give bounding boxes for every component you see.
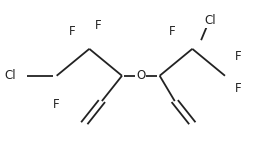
Text: F: F: [235, 82, 242, 95]
Text: O: O: [136, 69, 146, 82]
Text: F: F: [95, 19, 101, 32]
Text: F: F: [68, 25, 75, 38]
Text: F: F: [53, 98, 60, 111]
Text: F: F: [169, 25, 176, 38]
Text: Cl: Cl: [204, 14, 216, 27]
Text: Cl: Cl: [5, 69, 17, 82]
Text: F: F: [235, 50, 242, 63]
